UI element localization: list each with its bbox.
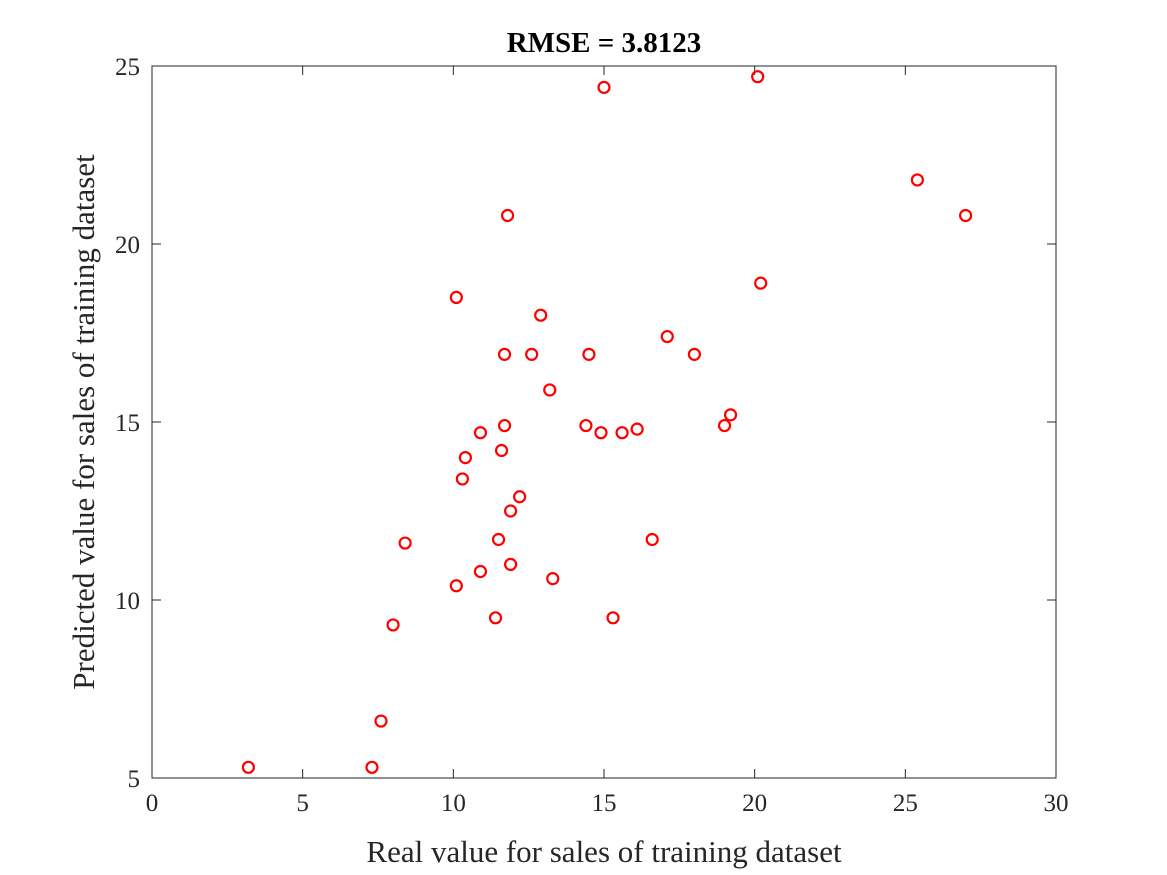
y-axis-label: Predicted value for sales of training da… xyxy=(66,154,101,690)
data-point xyxy=(458,451,472,465)
data-point xyxy=(534,308,548,322)
data-point xyxy=(365,760,379,774)
data-point xyxy=(473,426,488,440)
y-tick-label: 5 xyxy=(128,766,141,793)
data-point xyxy=(546,572,560,586)
x-tick-label: 30 xyxy=(1044,790,1069,817)
data-point xyxy=(687,347,702,361)
data-point xyxy=(754,276,768,290)
y-tick-label: 10 xyxy=(115,588,140,615)
x-axis-label: Real value for sales of training dataset xyxy=(366,834,842,869)
x-tick-label: 25 xyxy=(893,790,918,817)
data-point xyxy=(449,579,463,593)
data-point xyxy=(606,611,620,625)
x-tick-label: 20 xyxy=(742,790,767,817)
x-tick-label: 15 xyxy=(592,790,617,817)
data-point xyxy=(597,80,611,94)
data-point xyxy=(473,564,488,579)
data-point xyxy=(491,532,506,547)
chart-title: RMSE = 3.8123 xyxy=(507,27,702,59)
data-point xyxy=(488,611,503,625)
x-tick-label: 10 xyxy=(441,790,466,817)
data-point xyxy=(449,290,463,304)
data-point xyxy=(582,347,596,361)
data-point xyxy=(503,557,518,572)
data-point xyxy=(615,426,629,440)
x-tick-label: 0 xyxy=(146,790,159,817)
data-point xyxy=(455,472,469,486)
data-point xyxy=(660,329,674,344)
data-point xyxy=(494,443,509,458)
data-point xyxy=(723,408,738,422)
data-point xyxy=(386,618,400,632)
data-point xyxy=(751,70,765,84)
data-point xyxy=(910,173,924,187)
y-tick-label: 25 xyxy=(115,54,140,81)
data-point xyxy=(958,208,973,223)
y-tick-label: 15 xyxy=(115,410,140,437)
data-points xyxy=(241,70,973,774)
data-point xyxy=(630,422,644,436)
data-point xyxy=(645,532,659,547)
data-point xyxy=(374,714,388,728)
data-point xyxy=(717,418,732,433)
data-point xyxy=(543,383,557,397)
data-point xyxy=(594,426,608,440)
plot-area xyxy=(151,65,1057,779)
data-point xyxy=(525,347,539,361)
data-point xyxy=(579,418,593,433)
data-point xyxy=(513,490,527,504)
data-point xyxy=(497,347,512,361)
data-point xyxy=(500,208,515,223)
x-tick-label: 5 xyxy=(296,790,309,817)
data-point xyxy=(503,504,518,518)
data-point xyxy=(497,418,512,433)
data-point xyxy=(398,536,412,550)
data-point xyxy=(241,760,256,774)
y-tick-label: 20 xyxy=(115,232,140,259)
